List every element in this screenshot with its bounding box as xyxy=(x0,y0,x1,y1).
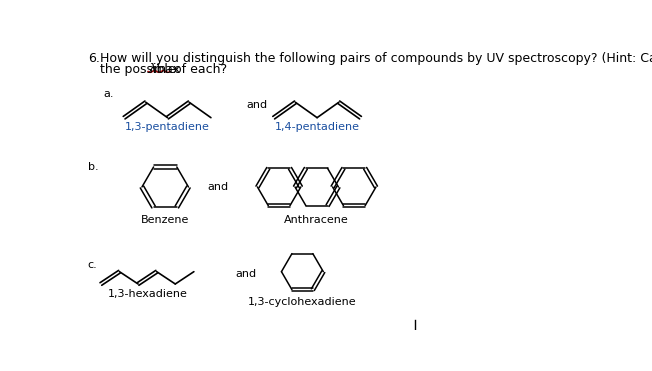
Text: a.: a. xyxy=(103,89,113,99)
Text: b.: b. xyxy=(88,161,98,171)
Text: and: and xyxy=(208,181,229,191)
Text: How will you distinguish the following pairs of compounds by UV spectroscopy? (H: How will you distinguish the following p… xyxy=(100,52,652,65)
Text: λ: λ xyxy=(148,63,156,76)
Text: 1,3-hexadiene: 1,3-hexadiene xyxy=(108,289,187,299)
Text: Anthracene: Anthracene xyxy=(284,216,349,226)
Text: max: max xyxy=(155,63,182,76)
Text: 1,3-cyclohexadiene: 1,3-cyclohexadiene xyxy=(248,297,357,307)
Text: c.: c. xyxy=(88,260,97,270)
Text: the possible: the possible xyxy=(100,63,180,76)
Text: 1,3-pentadiene: 1,3-pentadiene xyxy=(125,122,210,132)
Text: of each?: of each? xyxy=(170,63,227,76)
Text: Benzene: Benzene xyxy=(141,216,189,226)
Text: and: and xyxy=(235,269,256,279)
Text: and: and xyxy=(246,100,268,110)
Text: 6.: 6. xyxy=(88,52,100,65)
Text: 1,4-pentadiene: 1,4-pentadiene xyxy=(274,122,360,132)
